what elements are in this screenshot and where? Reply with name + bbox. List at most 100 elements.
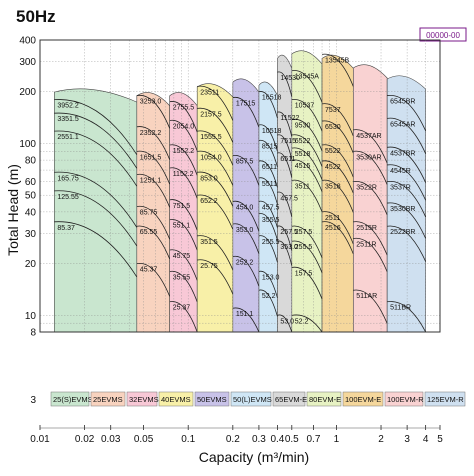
stage-label: 2054.0 — [173, 124, 195, 131]
legend-label: 32EVMS — [129, 395, 159, 404]
stage-curve — [321, 144, 354, 178]
x-tick-label: 0.02 — [75, 434, 95, 445]
stage-curve — [291, 118, 323, 152]
stage-label: 65.55 — [140, 229, 158, 236]
stage-curve — [387, 146, 427, 183]
y-tick-label: 200 — [19, 87, 36, 98]
stage-curve — [291, 314, 323, 333]
legend-swatch — [126, 391, 158, 407]
stage-curve — [387, 202, 427, 239]
stage-label: 7515 — [280, 138, 296, 145]
pump-area-9 — [321, 54, 354, 333]
stage-label: 6511 — [280, 156, 295, 163]
y-tick-label: 100 — [19, 139, 36, 150]
stage-label: 1251.1 — [140, 177, 162, 184]
stage-curve — [136, 225, 171, 260]
stage-curve — [291, 159, 323, 192]
legend-swatch — [194, 391, 230, 407]
stage-label: 25.37 — [173, 305, 191, 312]
stage-curve — [277, 134, 293, 160]
pump-area-4 — [196, 83, 234, 333]
stage-curve — [197, 150, 234, 186]
stage-label: 3522R — [356, 185, 377, 192]
stage-label: 14530 — [280, 75, 300, 82]
x-tick-label: 3 — [404, 434, 410, 445]
legend-label: 100EVM-E — [345, 395, 381, 404]
stage-curve — [54, 99, 138, 155]
stage-curve — [291, 70, 323, 103]
stage-label: 2551.1 — [57, 134, 79, 141]
stage-curve — [258, 200, 278, 228]
stage-curve — [258, 289, 278, 317]
stage-label: 3537R — [390, 185, 411, 192]
stage-curve — [169, 249, 198, 281]
stage-label: 255.5 — [262, 239, 280, 246]
stage-curve — [277, 71, 293, 97]
stage-curve — [258, 270, 278, 298]
stage-curve — [258, 177, 278, 205]
x-tick-label: 0.3 — [252, 434, 266, 445]
legend-swatch — [342, 391, 384, 407]
stage-curve — [54, 171, 138, 228]
stage-curve — [321, 103, 354, 137]
stage-curve — [169, 219, 198, 251]
stage-label: 4537AR — [356, 133, 381, 140]
stage-curve — [136, 205, 171, 240]
stage-curve — [258, 91, 278, 119]
stage-curve — [136, 173, 171, 208]
stage-label: 4545R — [390, 168, 411, 175]
stage-label: 454.0 — [236, 204, 254, 211]
stage-label: 53.0 — [280, 318, 294, 325]
stage-label: 2157.5 — [200, 111, 222, 118]
stage-label: 257.5 — [280, 229, 298, 236]
stage-curve — [387, 164, 427, 201]
stage-label: 6545BR — [390, 99, 415, 106]
y-tick-label: 80 — [25, 156, 37, 167]
stage-curve — [277, 111, 293, 137]
model-badge: 00000-00 — [419, 27, 467, 42]
legend-label: 50(L)EVMS — [233, 395, 272, 404]
stage-curve — [169, 199, 198, 231]
stage-curve — [197, 130, 234, 166]
x-tick-label: 0.5 — [285, 434, 299, 445]
stage-curve — [258, 235, 278, 263]
stage-curve — [291, 99, 323, 132]
x-tick-label: 5 — [437, 434, 443, 445]
stage-label: 2352.2 — [140, 130, 162, 137]
stage-label: 35.55 — [173, 274, 191, 281]
stage-label: 2511 — [325, 215, 340, 222]
stage-curve — [387, 181, 427, 218]
stage-label: 9530 — [295, 122, 311, 129]
stage-curve — [232, 255, 260, 287]
y-tick-label: 300 — [19, 57, 36, 68]
stage-curve — [291, 225, 323, 258]
stage-label: 3351.5 — [57, 116, 79, 123]
legend-swatch — [158, 391, 194, 407]
x-tick-label: 0.03 — [101, 434, 121, 445]
stage-label: 6545AR — [390, 121, 415, 128]
stage-label: 255.5 — [295, 244, 313, 251]
stage-label: 751.5 — [173, 203, 191, 210]
stage-curve — [353, 129, 388, 164]
x-axis-title: Capacity (m³/min) — [199, 449, 309, 465]
legend-label: 25EVMS — [93, 395, 123, 404]
stage-label: 151.1 — [236, 311, 254, 318]
stage-curve — [353, 150, 388, 185]
stage-curve — [291, 266, 323, 300]
stage-curve — [169, 119, 198, 152]
stage-curve — [258, 139, 278, 167]
stage-label: 652.2 — [200, 198, 218, 205]
stage-curve — [54, 130, 138, 187]
stage-curve — [136, 263, 171, 297]
stage-label: 353.0 — [280, 244, 298, 251]
legend-swatch — [230, 391, 272, 407]
stage-label: 52.2 — [262, 293, 276, 300]
stage-curve — [353, 221, 388, 256]
stage-curve — [258, 213, 278, 241]
stage-label: 2755.5 — [173, 105, 195, 112]
stage-label: 351.5 — [200, 239, 218, 246]
stage-label: 3253.0 — [140, 99, 162, 106]
stage-curve — [291, 134, 323, 167]
x-tick-label: 0.4 — [270, 434, 284, 445]
stage-label: 165.75 — [57, 175, 79, 182]
